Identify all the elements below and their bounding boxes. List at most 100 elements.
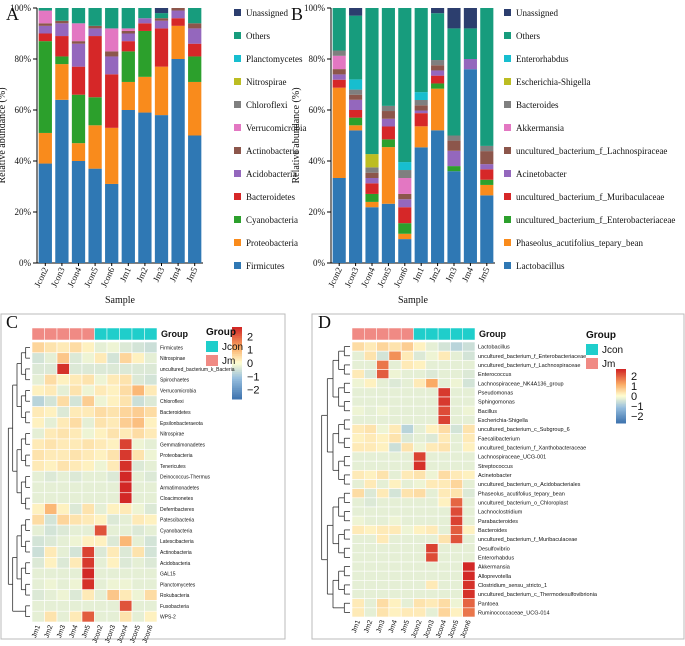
y-tick-label: 100%	[304, 3, 326, 13]
heatmap-cell	[363, 479, 377, 489]
heatmap-cell	[94, 557, 108, 569]
heatmap-cell	[94, 363, 108, 375]
bar-segment	[138, 30, 152, 77]
legend-swatch	[504, 9, 511, 16]
bar-segment	[398, 199, 412, 208]
heatmap-cell	[56, 557, 70, 569]
bar-segment	[88, 8, 102, 26]
x-tick-label: Jm5	[184, 265, 200, 283]
heatmap-cell	[388, 488, 402, 499]
x-tick-label: Jcon2	[32, 266, 50, 289]
heatmap-cell	[376, 580, 390, 590]
heatmap-cell	[400, 378, 414, 389]
heatmap-cell	[413, 396, 427, 407]
heatmap-cell	[56, 374, 70, 386]
bar-segment	[463, 28, 477, 59]
heatmap-cell	[425, 341, 439, 352]
heatmap-cell	[144, 557, 158, 569]
bar-segment	[431, 88, 445, 131]
heatmap-cell	[400, 589, 414, 599]
legend-label: Unassigned	[516, 8, 558, 18]
heatmap-cell	[376, 589, 390, 599]
bar-segment	[88, 168, 102, 263]
heatmap-cell	[81, 406, 95, 418]
colorbar-segment	[616, 402, 626, 405]
heatmap-cell	[388, 451, 402, 462]
heatmap-cell	[376, 396, 390, 407]
column-label: Jcon3	[423, 619, 436, 639]
bar-segment	[154, 28, 169, 67]
heatmap-cell	[437, 451, 451, 462]
heatmap-cell	[119, 492, 133, 504]
heatmap-cell	[462, 470, 476, 480]
heatmap-cell	[81, 557, 95, 569]
heatmap-cell	[376, 451, 390, 462]
heatmap-cell	[437, 396, 451, 407]
row-label: Verrucomicrobia	[160, 388, 196, 394]
heatmap-cell	[437, 460, 451, 471]
heatmap-cell	[131, 395, 145, 407]
heatmap-cell	[106, 427, 120, 440]
x-tick-label: Jm2	[134, 266, 149, 284]
heatmap-cell	[437, 580, 451, 590]
heatmap-cell	[31, 363, 45, 375]
heatmap-cell	[388, 341, 402, 352]
heatmap-cell	[44, 503, 58, 515]
heatmap-cell	[56, 567, 70, 580]
heatmap-cell	[119, 470, 133, 483]
colorbar-segment	[616, 416, 626, 419]
heatmap-cell	[44, 470, 58, 483]
legend-label: Akkermansia	[516, 123, 564, 133]
row-label: Planctomycetes	[160, 582, 196, 588]
heatmap-cell	[363, 506, 377, 517]
legend-label: Chloroflexi	[246, 100, 288, 110]
heatmap-cell	[351, 451, 365, 462]
heatmap-cell	[462, 415, 476, 425]
bar-segment	[463, 8, 477, 29]
bar-segment	[121, 33, 135, 42]
legend-label: Unassigned	[246, 8, 288, 18]
colorbar-segment	[232, 359, 242, 362]
heatmap-cell	[131, 470, 145, 483]
colorbar-tick-label: 1	[631, 381, 637, 393]
bar-segment	[398, 8, 412, 163]
column-label: Jm5	[400, 619, 411, 634]
heatmap-cell	[376, 561, 390, 572]
heatmap-cell	[81, 417, 95, 429]
column-label: Jm2	[363, 619, 374, 634]
heatmap-cell	[363, 442, 377, 453]
bar-segment	[71, 43, 86, 67]
bar-segment	[365, 183, 379, 194]
heatmap-cell	[450, 506, 463, 517]
column-label: Jcon4	[435, 619, 448, 639]
row-label: Epsilonbacteraeota	[160, 421, 203, 427]
heatmap-cell	[351, 561, 365, 572]
heatmap-cell	[376, 341, 390, 352]
heatmap-cell	[388, 470, 402, 480]
heatmap-cell	[363, 433, 377, 444]
heatmap-cell	[462, 488, 476, 499]
legend-swatch	[234, 55, 241, 62]
bar-segment	[414, 8, 428, 93]
heatmap-cell	[437, 589, 451, 599]
y-tick-label: 0%	[313, 258, 326, 268]
row-label: Parabacteroides	[478, 519, 518, 525]
heatmap-cell	[437, 497, 451, 508]
heatmap-cell	[388, 415, 402, 425]
heatmap-cell	[81, 492, 95, 504]
heatmap-cell	[81, 470, 95, 483]
bar-segment	[349, 89, 363, 95]
heatmap-cell	[388, 497, 402, 508]
colorbar-segment	[232, 364, 242, 368]
heatmap-cell	[56, 363, 70, 375]
bar-segment	[381, 105, 395, 112]
row-label: Enterococcus	[478, 372, 512, 378]
heatmap-cell	[376, 570, 390, 581]
legend-label: Cyanobacteria	[246, 215, 298, 225]
heatmap-cell	[106, 363, 120, 375]
row-label: Tenericutes	[160, 464, 186, 470]
colorbar-segment	[616, 400, 626, 402]
heatmap-cell	[81, 503, 95, 515]
bar-segment	[398, 178, 412, 194]
group-annotation-cell	[413, 327, 427, 341]
